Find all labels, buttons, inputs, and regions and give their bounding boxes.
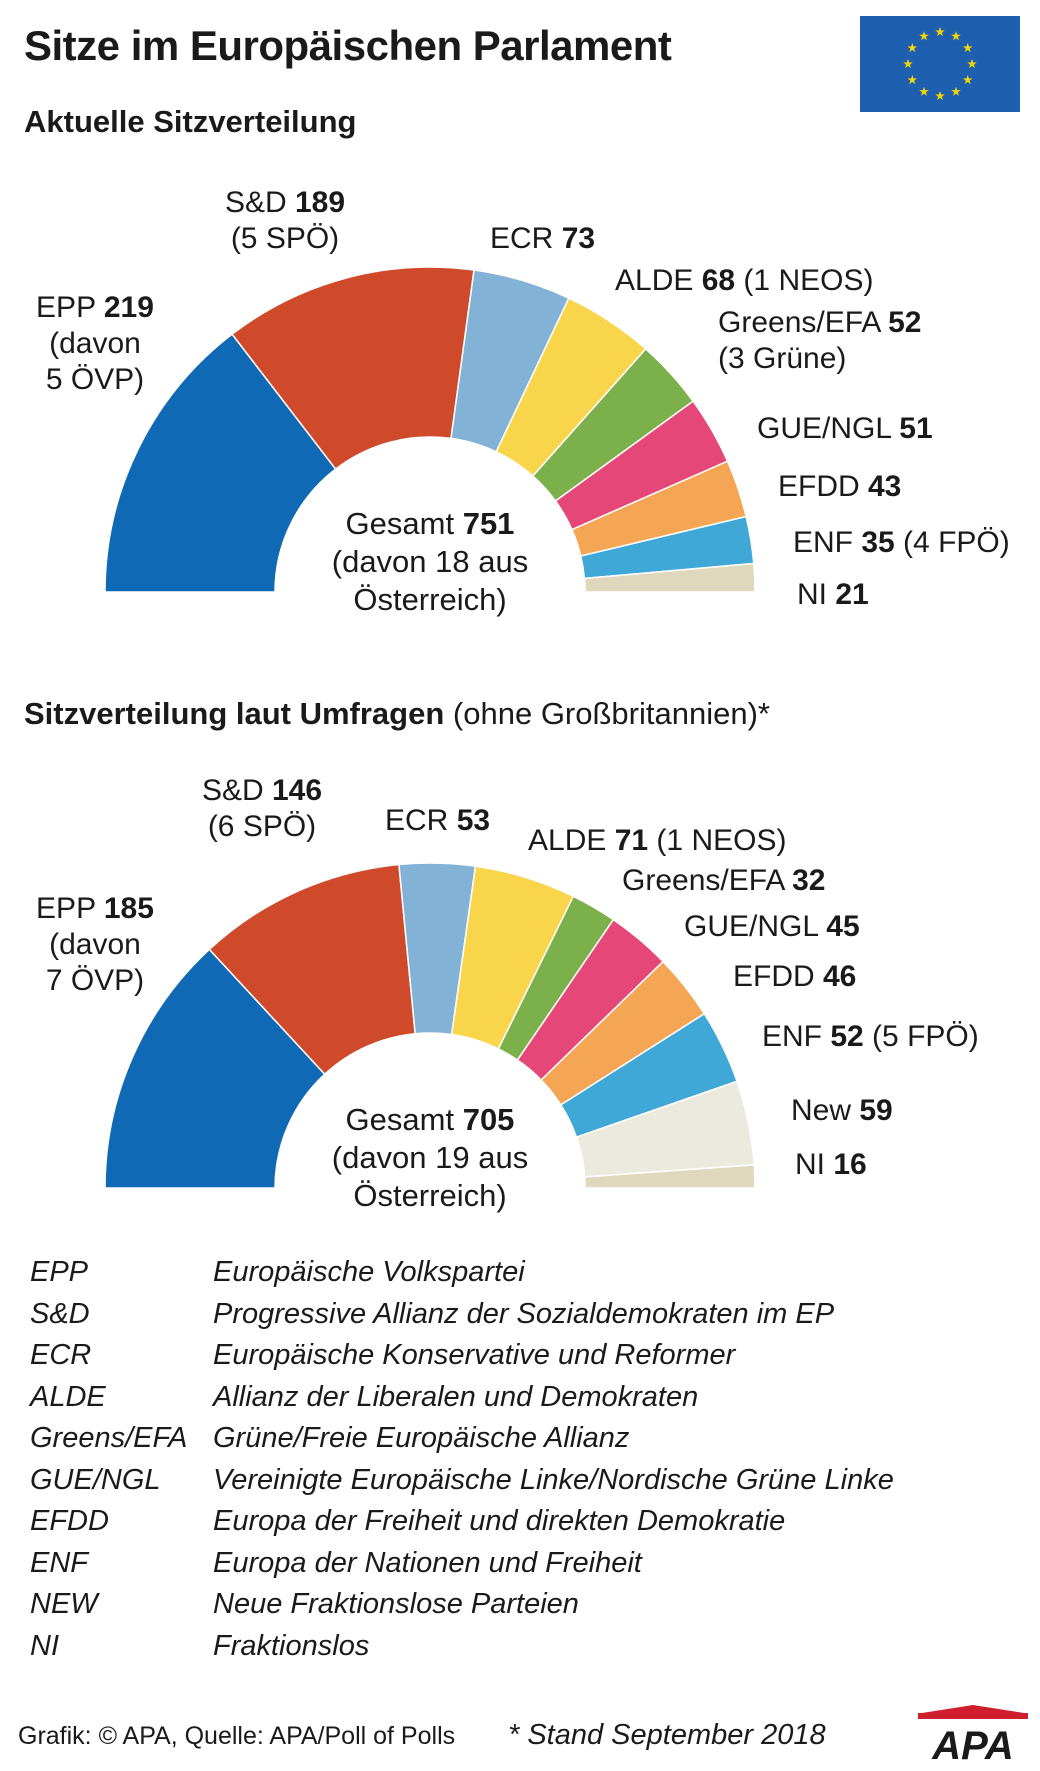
apa-logo: APA xyxy=(918,1705,1028,1768)
label-ni: NI 21 xyxy=(797,578,869,611)
legend-row-s-d: S&D Progressive Allianz der Sozialdemokra… xyxy=(30,1298,1020,1340)
legend-abbr: EPP xyxy=(30,1256,89,1288)
slice-epp xyxy=(104,948,326,1189)
chart2-subtitle-note: (ohne Großbritannien)* xyxy=(452,696,770,731)
legend-abbr: ECR xyxy=(30,1339,92,1371)
flag-star xyxy=(919,86,929,96)
label-note-s-d: (6 SPÖ) xyxy=(208,810,316,843)
label-note-epp: (davon xyxy=(49,327,141,360)
label-efdd: EFDD 43 xyxy=(778,470,901,503)
legend-abbr: GUE/NGL xyxy=(30,1463,161,1496)
label-efdd: EFDD 46 xyxy=(733,960,856,993)
chart2-subtitle-main: Sitzverteilung laut Umfragen xyxy=(24,696,445,731)
label-greens-efa: Greens/EFA 52 xyxy=(718,306,921,339)
legend-row-enf: ENF Europa der Nationen und Freiheit xyxy=(30,1547,1020,1589)
apa-logo-mark: APA xyxy=(918,1705,1028,1768)
flag-star xyxy=(907,43,918,53)
label-ecr: ECR 73 xyxy=(490,222,595,255)
legend-name: Neue Fraktionslose Parteien xyxy=(213,1588,579,1620)
slice-s-d xyxy=(208,863,416,1076)
label-epp: EPP 219 xyxy=(36,291,154,324)
flag-star xyxy=(962,43,973,53)
label-s-d: S&D 189 xyxy=(225,186,345,219)
flag-star xyxy=(962,75,973,85)
legend-name: Europa der Freiheit und direkten Demokra… xyxy=(213,1505,786,1537)
slice-ni xyxy=(583,562,756,593)
legend-name: Grüne/Freie Europäische Allianz xyxy=(213,1422,630,1454)
label-ecr: ECR 53 xyxy=(385,804,490,837)
eu-flag-icon xyxy=(860,16,1020,112)
label-alde: ALDE 68 (1 NEOS) xyxy=(615,264,873,297)
label-note-epp: 7 ÖVP) xyxy=(46,964,144,997)
legend-row-new: NEW Neue Fraktionslose Parteien xyxy=(30,1588,1020,1630)
legend-name: Europäische Konservative und Reformer xyxy=(213,1339,736,1371)
abbreviation-legend: EPP Europäische Volkspartei S&D Progressive… xyxy=(30,1256,1020,1671)
legend-abbr: EFDD xyxy=(30,1505,109,1537)
label-gue-ngl: GUE/NGL 45 xyxy=(684,910,860,943)
legend-abbr: ENF xyxy=(30,1546,88,1579)
label-epp: EPP 185 xyxy=(36,892,154,925)
legend-name: Europäische Volkspartei xyxy=(213,1256,525,1288)
total-note: Österreich) xyxy=(353,582,506,617)
legend-row-greens-efa: Greens/EFA Grüne/Freie Europäische Allian… xyxy=(30,1422,1020,1464)
flag-star xyxy=(935,91,945,101)
legend-abbr: S&D xyxy=(30,1297,90,1330)
label-enf: ENF 52 (5 FPÖ) xyxy=(762,1020,979,1053)
total-note: Österreich) xyxy=(353,1178,506,1213)
legend-abbr: Greens/EFA xyxy=(30,1422,188,1454)
legend-name: Allianz der Liberalen und Demokraten xyxy=(213,1380,699,1413)
label-ni: NI 16 xyxy=(795,1148,867,1181)
label-gue-ngl: GUE/NGL 51 xyxy=(757,412,933,445)
legend-name: Progressive Allianz der Sozialdemokraten… xyxy=(213,1297,835,1330)
total-label: Gesamt 751 xyxy=(346,506,515,541)
slice-ni xyxy=(583,1164,756,1189)
flag-star xyxy=(935,27,945,37)
slice-s-d xyxy=(231,266,475,471)
label-note-s-d: (5 SPÖ) xyxy=(231,222,339,255)
chart2-subtitle: Sitzverteilung laut Umfragen (ohne Großb… xyxy=(24,696,770,732)
legend-name: Vereinigte Europäische Linke/Nordische G… xyxy=(213,1463,894,1496)
slice-epp xyxy=(104,333,337,593)
footer-credit: Grafik: © APA, Quelle: APA/Poll of Polls xyxy=(18,1722,456,1750)
label-note-epp: 5 ÖVP) xyxy=(46,363,144,396)
label-s-d: S&D 146 xyxy=(202,774,322,807)
legend-row-ecr: ECR Europäische Konservative und Reformer xyxy=(30,1339,1020,1381)
legend-row-alde: ALDE Allianz der Liberalen und Demokraten xyxy=(30,1381,1020,1423)
page-title: Sitze im Europäischen Parlament xyxy=(24,22,672,69)
label-alde: ALDE 71 (1 NEOS) xyxy=(528,824,786,857)
eu-flag-stars xyxy=(903,27,977,101)
legend-name: Fraktionslos xyxy=(213,1629,370,1662)
label-note-greens-efa: (3 Grüne) xyxy=(718,342,846,375)
total-note: (davon 19 aus xyxy=(332,1140,528,1175)
chart-poll-seats: EPP 185 (davon 7 ÖVP) S&D 146 (6 SPÖ) ECR 53 A… xyxy=(0,760,1040,1230)
footnote: * Stand September 2018 xyxy=(508,1719,826,1751)
legend-row-gue-ngl: GUE/NGL Vereinigte Europäische Linke/Nord… xyxy=(30,1464,1020,1506)
label-note-epp: (davon xyxy=(49,928,141,961)
chart-current-seats: EPP 219 (davon 5 ÖVP) S&D 189 (5 SPÖ) ECR 73 A… xyxy=(0,160,1040,660)
flag-star xyxy=(919,31,929,41)
legend-abbr: NI xyxy=(30,1629,59,1662)
total-note: (davon 18 aus xyxy=(332,544,528,579)
flag-star xyxy=(903,59,913,69)
legend-row-efdd: EFDD Europa der Freiheit und direkten Dem… xyxy=(30,1505,1020,1547)
legend-row-epp: EPP Europäische Volkspartei xyxy=(30,1256,1020,1298)
total-label: Gesamt 705 xyxy=(346,1102,515,1137)
chart1-subtitle: Aktuelle Sitzverteilung xyxy=(24,104,357,139)
apa-logo-text: APA xyxy=(931,1724,1013,1763)
label-enf: ENF 35 (4 FPÖ) xyxy=(793,526,1010,559)
legend-abbr: ALDE xyxy=(30,1380,106,1413)
label-greens-efa: Greens/EFA 32 xyxy=(622,864,825,897)
flag-star xyxy=(951,31,961,41)
legend-abbr: NEW xyxy=(30,1588,98,1620)
flag-star xyxy=(967,59,977,69)
legend-name: Europa der Nationen und Freiheit xyxy=(213,1546,642,1579)
legend-row-ni: NI Fraktionslos xyxy=(30,1630,1020,1672)
flag-star xyxy=(907,75,918,85)
flag-star xyxy=(951,86,961,96)
label-new: New 59 xyxy=(791,1094,893,1127)
